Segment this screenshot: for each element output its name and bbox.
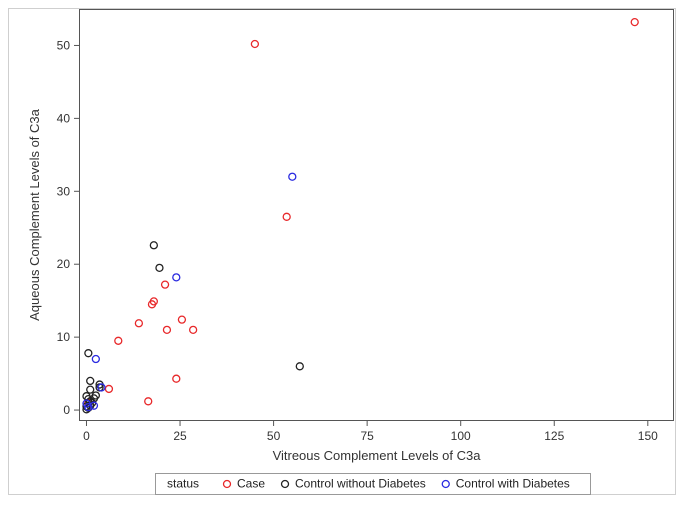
data-point-series-3 [172,273,181,282]
data-point-series-2 [295,362,304,371]
y-tick-label: 0 [63,403,70,417]
data-point-series-1 [177,315,187,324]
x-tick-label: 0 [83,429,90,443]
x-axis-title: Vitreous Complement Levels of C3a [273,448,482,463]
y-tick-label: 10 [57,330,71,344]
y-axis-title: Aqueous Complement Levels of C3a [27,108,42,321]
data-point-series-1 [104,384,114,394]
data-point-series-3 [84,402,93,412]
data-point-series-3 [288,172,297,181]
legend-label-series-1: Case [237,477,265,491]
data-point-series-2 [84,349,93,358]
plot-area [79,9,674,421]
legend-marker-series-2 [280,479,290,489]
data-point-series-1 [147,300,157,309]
x-tick-label: 75 [360,429,374,443]
legend-title: status [167,477,199,491]
data-point-series-1 [134,319,144,328]
data-point-series-2 [86,385,95,394]
y-tick-label: 20 [57,257,71,271]
legend-label-series-3: Control with Diabetes [456,477,570,491]
data-point-series-2 [149,241,158,250]
x-tick-label: 150 [638,429,658,443]
x-tick-label: 25 [173,429,187,443]
data-point-series-3 [89,401,99,410]
data-point-series-1 [144,397,153,406]
data-point-series-1 [114,336,123,345]
data-point-series-1 [250,39,260,49]
legend-label-series-2: Control without Diabetes [295,477,426,491]
data-point-series-1 [282,212,291,221]
data-point-series-1 [160,280,170,289]
data-point-series-1 [172,374,181,383]
legend-marker-series-1 [222,479,232,489]
legend-box [155,473,591,495]
data-point-series-2 [82,405,91,414]
data-point-series-1 [162,325,172,334]
y-tick-label: 40 [57,111,71,125]
legend-marker-series-3 [441,479,450,489]
x-tick-label: 125 [544,429,564,443]
x-tick-label: 100 [451,429,471,443]
x-tick-label: 50 [267,429,281,443]
data-point-series-1 [188,325,198,334]
data-point-series-3 [97,383,106,392]
data-point-series-2 [155,263,164,273]
data-point-series-3 [91,354,100,364]
y-tick-label: 50 [57,38,71,52]
data-point-series-1 [630,17,639,27]
data-point-series-2 [86,376,95,386]
y-tick-label: 30 [57,184,71,198]
